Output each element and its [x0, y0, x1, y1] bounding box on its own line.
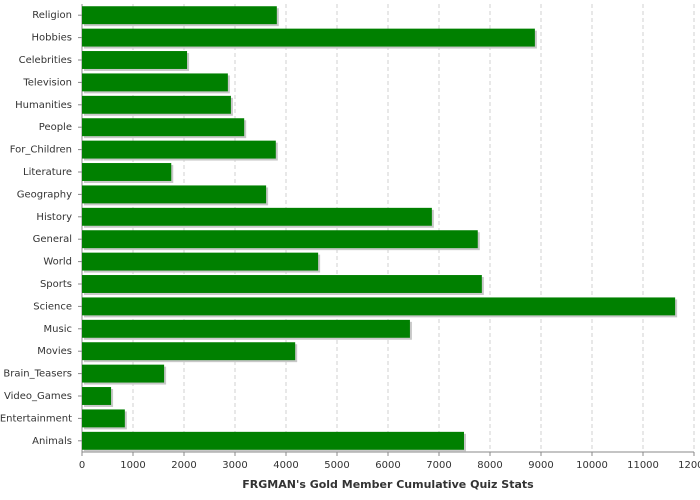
y-tick-label: For_Children	[10, 145, 72, 156]
x-tick-label: 8000	[477, 460, 502, 471]
y-tick-label: Literature	[23, 167, 72, 178]
x-tick-label: 12000	[678, 460, 700, 471]
y-tick-label: People	[39, 122, 72, 133]
y-tick-label: History	[36, 212, 72, 223]
y-tick-label: Science	[33, 301, 72, 312]
bar	[82, 95, 231, 114]
y-tick-label: Video_Games	[4, 391, 72, 402]
y-tick-label: Entertainment	[0, 413, 72, 424]
y-tick-label: Music	[44, 324, 72, 335]
x-tick-label: 9000	[528, 460, 553, 471]
y-tick-label: General	[33, 234, 72, 245]
y-tick-label: Humanities	[15, 100, 72, 111]
bar	[82, 185, 267, 204]
bar	[82, 73, 228, 92]
bar	[82, 431, 464, 450]
bar	[82, 275, 482, 293]
bar	[82, 28, 535, 47]
x-axis-label: FRGMAN's Gold Member Cumulative Quiz Sta…	[242, 478, 534, 491]
bar	[82, 163, 172, 181]
bar	[82, 297, 676, 316]
x-tick-label: 1000	[120, 460, 145, 471]
bar	[82, 118, 245, 137]
y-tick-label: Geography	[17, 189, 72, 200]
bar	[82, 387, 112, 405]
bar	[82, 207, 432, 226]
bar	[82, 342, 296, 361]
y-tick-label: Religion	[32, 10, 72, 21]
bar	[82, 230, 478, 249]
x-tick-label: 4000	[273, 460, 298, 471]
x-tick-label: 7000	[426, 460, 451, 471]
y-tick-label: Movies	[37, 346, 72, 357]
x-tick-label: 5000	[324, 460, 349, 471]
bar	[82, 252, 319, 271]
y-tick-label: Sports	[40, 279, 72, 290]
x-tick-label: 3000	[222, 460, 247, 471]
y-tick-label: Hobbies	[32, 33, 72, 44]
x-tick-label: 0	[79, 460, 85, 471]
x-tick-label: 11000	[627, 460, 659, 471]
bar	[82, 140, 276, 159]
y-tick-label: Celebrities	[19, 55, 72, 66]
bar	[82, 6, 277, 25]
bar	[82, 319, 410, 338]
y-tick-label: Television	[22, 77, 72, 88]
y-tick-label: World	[43, 257, 72, 268]
y-tick-label: Brain_Teasers	[3, 369, 72, 380]
bar	[82, 409, 125, 428]
x-tick-label: 10000	[576, 460, 608, 471]
bar	[82, 51, 188, 69]
bar	[82, 364, 165, 383]
x-tick-label: 6000	[375, 460, 400, 471]
y-tick-label: Animals	[32, 436, 72, 447]
x-tick-label: 2000	[171, 460, 196, 471]
